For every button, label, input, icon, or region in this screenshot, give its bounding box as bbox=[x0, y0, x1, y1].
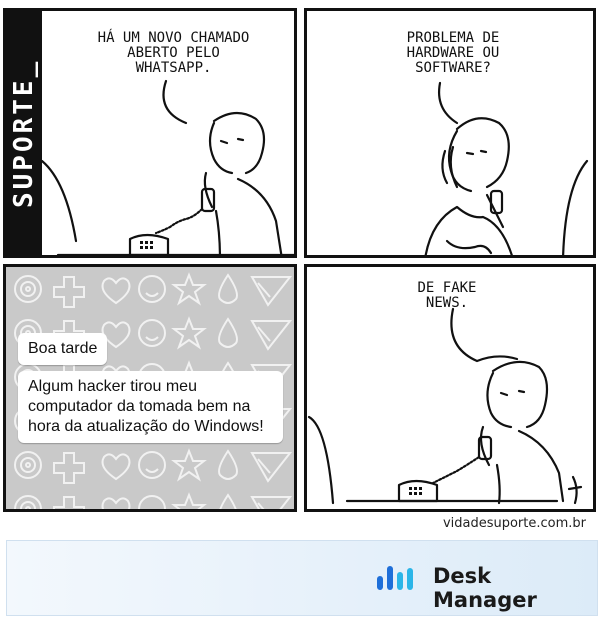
chat-message-1: Boa tarde bbox=[18, 333, 108, 365]
footer-banner: Desk Manager bbox=[6, 540, 598, 616]
comic-panel-chat: Boa tarde Algum hacker tirou meu computa… bbox=[3, 264, 297, 512]
speech-text-4: DE FAKE NEWS. bbox=[417, 280, 477, 311]
scene-woman-caller bbox=[424, 81, 589, 255]
comic-panel-1: SUPORTE_ HÁ UM NOVO CHAMADO ABERTO PELO … bbox=[3, 8, 297, 258]
speech-text-1: HÁ UM NOVO CHAMADO ABERTO PELO WHATSAPP. bbox=[97, 30, 250, 76]
comic-panel-2: PROBLEMA DE HARDWARE OU SOFTWARE? bbox=[304, 8, 596, 258]
site-url: vidadesuporte.com.br bbox=[442, 516, 586, 531]
desk-manager-logo-icon bbox=[377, 566, 413, 590]
comic-panel-4: DE FAKE NEWS. bbox=[304, 264, 596, 512]
scene-support-agent bbox=[40, 79, 294, 255]
scene-support-agent-2 bbox=[307, 307, 583, 505]
footer-brand-name: Desk Manager bbox=[433, 564, 537, 612]
sidebar-strip: SUPORTE_ bbox=[6, 11, 42, 255]
speech-text-2: PROBLEMA DE HARDWARE OU SOFTWARE? bbox=[406, 30, 500, 76]
chat-message-2: Algum hacker tirou meu computador da tom… bbox=[18, 371, 283, 443]
